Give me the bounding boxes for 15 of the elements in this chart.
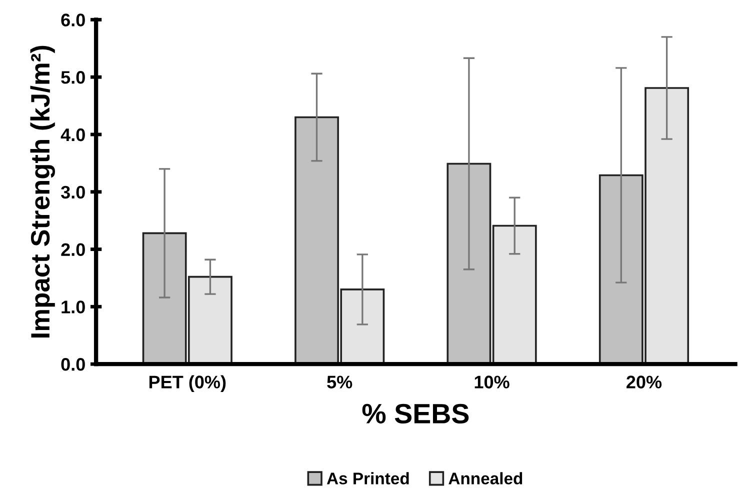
legend-label: As Printed — [326, 472, 409, 484]
y-axis-title: Impact Strength (kJ/m²) — [30, 46, 55, 338]
legend-label: Annealed — [448, 472, 522, 484]
y-tick-label: 0.0 — [61, 358, 85, 371]
y-tick-label: 1.0 — [62, 300, 85, 314]
x-axis-title: % SEBS — [362, 404, 469, 424]
y-tick-label: 5.0 — [61, 71, 85, 84]
y-tick-label: 3.0 — [60, 186, 85, 199]
y-tick-label: 2.0 — [61, 243, 85, 256]
x-tick-label: 5% — [327, 376, 352, 388]
x-tick-label: 20% — [626, 376, 662, 388]
y-tick-label: 4.0 — [60, 128, 85, 142]
x-tick-label: 10% — [474, 376, 510, 388]
y-tick-label: 6.0 — [61, 14, 85, 26]
x-tick-label: PET (0%) — [149, 375, 226, 392]
